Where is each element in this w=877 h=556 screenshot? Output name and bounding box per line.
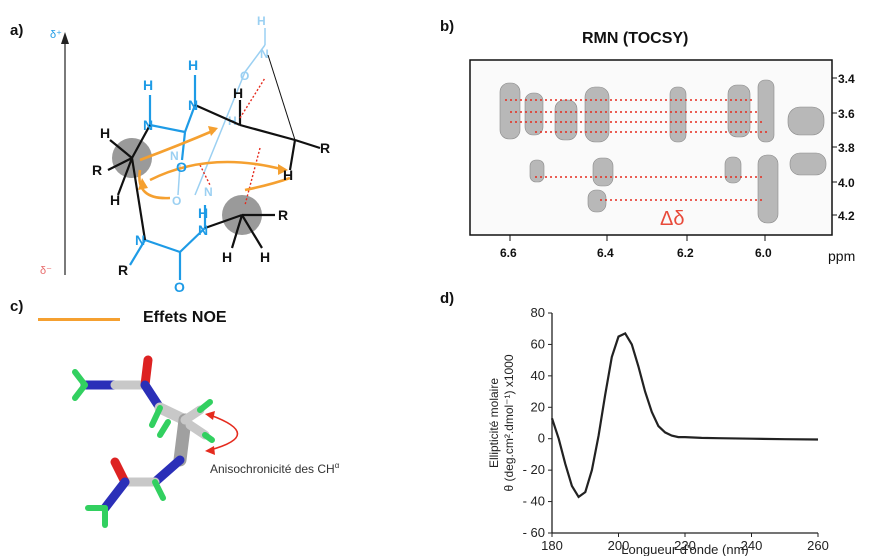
faded-h-top: H <box>257 14 266 28</box>
y-tick-3.6: 3.6 <box>838 107 855 121</box>
faded-o-top: O <box>240 69 249 83</box>
atom-n-1: N <box>143 117 153 133</box>
panel-label-d: d) <box>440 290 455 307</box>
aniso-annotation: Anisochronicité des CHα <box>210 461 340 476</box>
panel-a-structure: δ⁺ δ⁻ H N O H N O N <box>40 14 330 295</box>
cd-y-tick-label: - 20 <box>523 462 545 477</box>
atom-n-3: N <box>135 232 145 248</box>
atom-h-3: H <box>198 205 208 221</box>
atom-h-b6: H <box>260 249 270 265</box>
atom-n-2: N <box>188 97 198 113</box>
x-tick-6.0: 6.0 <box>755 246 772 260</box>
atom-r-4: R <box>278 207 288 223</box>
atom-o-1: O <box>176 159 187 175</box>
stick-model: Anisochronicité des CHα <box>72 355 340 528</box>
x-tick-6.6: 6.6 <box>500 246 517 260</box>
thin-bond <box>267 54 296 141</box>
cd-x-tick-label: 260 <box>807 538 829 553</box>
cd-y-tick-label: 60 <box>531 336 545 351</box>
panel-label-a: a) <box>10 22 24 39</box>
cd-y-tick-label: - 40 <box>523 494 545 509</box>
aniso-arrowhead-bottom <box>205 446 215 455</box>
atom-h-b5: H <box>222 249 232 265</box>
atom-r-1: R <box>92 162 102 178</box>
y-tick-4.2: 4.2 <box>838 209 855 223</box>
aniso-arc <box>209 414 239 451</box>
cd-x-tick-label: 220 <box>674 538 696 553</box>
stick-hydrogens <box>72 369 215 528</box>
x-tick-6.4: 6.4 <box>597 246 614 260</box>
faded-o-mid: O <box>172 194 181 208</box>
cd-series-line <box>550 331 819 499</box>
black-backbone-bonds <box>107 100 321 249</box>
y-tick-4.0: 4.0 <box>838 176 855 190</box>
y-ticks <box>832 77 837 216</box>
cd-y-tick-label: - 60 <box>523 525 545 540</box>
faded-urea-bonds <box>177 28 266 196</box>
cd-y-tick-label: 40 <box>531 368 545 383</box>
noe-arrows <box>138 128 291 200</box>
atom-h-1: H <box>143 77 153 93</box>
noe-legend-line <box>38 318 120 321</box>
atom-r-2: R <box>320 140 330 156</box>
y-tick-3.8: 3.8 <box>838 141 855 155</box>
atom-h-b1: H <box>100 125 110 141</box>
x-unit-ppm: ppm <box>828 248 855 264</box>
faded-n-low: N <box>204 185 213 199</box>
cd-chart: - 60 - 40 - 20 0 20 40 60 80 180 200 220 240 260 Lon… <box>487 305 829 556</box>
cross-peaks <box>499 79 827 224</box>
correlation-lines <box>505 99 770 201</box>
atom-n-4: N <box>198 222 208 238</box>
cd-y-axis-label-line2: θ (deg.cm².dmol⁻¹) x1000 <box>502 354 516 491</box>
faded-n-top: N <box>260 47 269 61</box>
tocsy-title: RMN (TOCSY) <box>582 30 689 47</box>
delta-minus-label: δ⁻ <box>40 265 52 277</box>
x-tick-labels: 6.6 6.4 6.2 6.0 ppm <box>500 246 855 264</box>
hydrogen-bond-dots <box>199 77 266 206</box>
faded-n-mid: N <box>170 149 179 163</box>
cd-y-tick-label: 0 <box>538 431 545 446</box>
stick-bonds <box>80 355 210 513</box>
cd-axes: - 60 - 40 - 20 0 20 40 60 80 180 200 220 240 260 <box>523 305 829 553</box>
x-ticks <box>509 235 766 241</box>
noe-legend-label: Effets NOE <box>143 309 227 326</box>
atom-h-2: H <box>188 57 198 73</box>
y-tick-3.4: 3.4 <box>838 72 855 86</box>
polarity-arrow-head <box>61 32 69 44</box>
cd-y-tick-label: 80 <box>531 305 545 320</box>
noe-arrowheads <box>138 126 288 190</box>
cd-x-tick-label: 240 <box>741 538 763 553</box>
delta-delta-label: Δδ <box>660 208 685 230</box>
tocsy-spectrum: Δδ 6.6 6.4 6.2 6.0 ppm 3.4 3.6 3.8 4.0 4… <box>469 59 855 264</box>
cd-x-axis-label: Longueur d'onde (nm) <box>621 542 749 556</box>
panel-label-b: b) <box>440 18 455 35</box>
delta-plus-label: δ⁺ <box>50 29 62 41</box>
atom-h-b4: H <box>283 167 293 183</box>
blue-backbone-bonds <box>129 75 207 280</box>
atom-h-b2: H <box>110 192 120 208</box>
cd-x-tick-label: 200 <box>608 538 630 553</box>
cd-y-tick-label: 20 <box>531 399 545 414</box>
cd-x-tick-label: 180 <box>541 538 563 553</box>
x-tick-6.2: 6.2 <box>677 246 694 260</box>
y-tick-labels: 3.4 3.6 3.8 4.0 4.2 <box>838 72 855 223</box>
cd-y-axis-label-line1: Ellipticité molaire <box>487 378 501 468</box>
atom-o-2: O <box>174 279 185 295</box>
atom-r-3: R <box>118 262 128 278</box>
atom-h-b3: H <box>233 85 243 101</box>
aniso-arrowhead-top <box>205 411 215 420</box>
panel-label-c: c) <box>10 298 24 315</box>
